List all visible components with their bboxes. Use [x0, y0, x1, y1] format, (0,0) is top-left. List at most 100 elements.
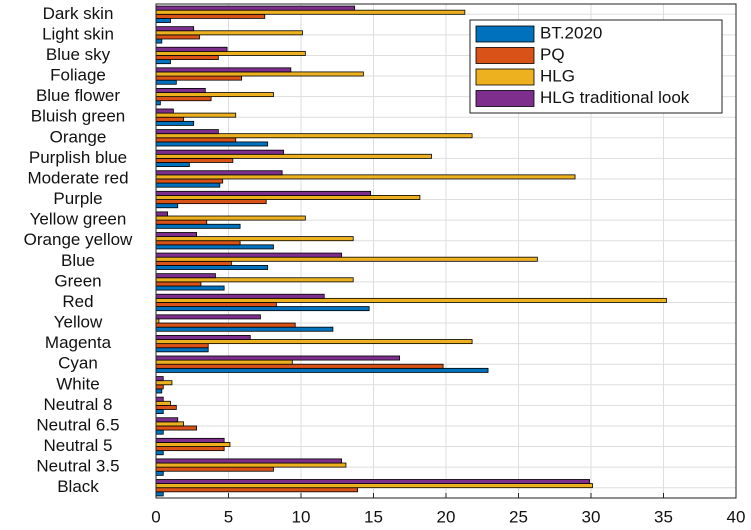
bar	[155, 112, 237, 118]
bar	[155, 326, 334, 332]
bar	[155, 46, 228, 52]
bar	[155, 157, 234, 163]
x-tick-label: 25	[509, 507, 528, 526]
bar	[155, 409, 164, 415]
y-tick-label: Moderate red	[27, 168, 128, 187]
axes-box	[155, 3, 737, 499]
bar	[155, 376, 164, 382]
bar	[155, 417, 179, 423]
bar	[155, 314, 261, 320]
y-tick-label: Green	[54, 271, 101, 290]
bar	[155, 400, 171, 406]
y-tick-label: Neutral 6.5	[36, 415, 119, 434]
bar	[155, 260, 232, 266]
bar	[155, 396, 164, 402]
bar	[155, 285, 225, 291]
bar	[155, 367, 489, 373]
bar	[155, 462, 347, 468]
bar	[155, 34, 200, 40]
bar	[155, 182, 221, 188]
bar	[155, 236, 354, 242]
bar	[155, 491, 164, 497]
bar	[155, 265, 269, 270]
y-tick-label: Orange	[50, 127, 107, 146]
y-tick-label: Red	[62, 292, 93, 311]
bar	[155, 137, 237, 143]
bar	[155, 13, 266, 19]
bar	[155, 120, 195, 126]
legend-swatch	[475, 90, 535, 107]
y-tick-label: Dark skin	[43, 4, 114, 23]
bar	[155, 170, 283, 176]
bar	[155, 487, 358, 493]
y-tick-label: Foliage	[50, 66, 106, 85]
x-tick-label: 5	[224, 507, 233, 526]
bar	[155, 195, 421, 200]
bar	[155, 215, 306, 221]
bar	[155, 55, 219, 60]
bar	[155, 26, 195, 32]
bar	[155, 178, 224, 184]
y-tick-label: Blue	[61, 251, 95, 270]
bar	[155, 380, 173, 386]
bar	[155, 129, 219, 135]
bar	[155, 190, 372, 196]
y-tick-label: Neutral 3.5	[36, 457, 119, 476]
legend-label: BT.2020	[540, 23, 602, 42]
bar	[155, 256, 538, 262]
bar	[155, 133, 473, 139]
bar	[155, 306, 370, 312]
bar	[155, 153, 432, 159]
y-tick-label: Blue flower	[36, 86, 120, 105]
bar	[155, 388, 163, 394]
bar	[155, 347, 209, 353]
x-tick-label: 10	[292, 507, 311, 526]
bar	[155, 211, 168, 217]
bar	[155, 244, 274, 250]
bar	[155, 141, 269, 147]
bar	[155, 470, 164, 476]
legend-swatch	[475, 47, 535, 64]
x-tick-label: 15	[364, 507, 383, 526]
bar	[155, 334, 251, 340]
y-tick-label: Black	[57, 477, 99, 496]
bar	[155, 50, 306, 56]
y-tick-label: Yellow	[54, 313, 103, 332]
x-tick-label: 30	[582, 507, 601, 526]
bar	[155, 302, 277, 307]
y-tick-label: White	[56, 374, 99, 393]
x-tick-label: 20	[437, 507, 456, 526]
bar	[155, 479, 590, 484]
y-tick-label: Neutral 8	[44, 395, 113, 414]
bar	[155, 483, 593, 489]
bar	[155, 297, 667, 303]
bar	[155, 322, 296, 328]
bar	[155, 199, 267, 205]
bar	[155, 79, 177, 85]
bar	[155, 71, 364, 77]
legend-label: HLG	[540, 66, 575, 85]
y-tick-label: Purplish blue	[29, 148, 127, 167]
y-tick-label: Light skin	[42, 24, 114, 43]
bar	[155, 339, 473, 345]
bar	[155, 59, 171, 65]
bar	[155, 277, 354, 283]
bar	[155, 18, 171, 23]
bar	[155, 421, 184, 427]
bar	[155, 87, 206, 93]
bar	[155, 404, 177, 410]
bar	[155, 384, 164, 390]
y-tick-label: Neutral 5	[44, 436, 113, 455]
bar	[155, 96, 212, 102]
bar	[155, 425, 197, 431]
bar	[155, 232, 197, 237]
bar	[155, 437, 225, 443]
bar	[155, 429, 164, 435]
bar	[155, 67, 292, 73]
legend-swatch	[475, 68, 535, 86]
bar	[155, 149, 284, 155]
bar	[155, 38, 163, 44]
bar	[155, 458, 343, 464]
x-tick-label: 35	[654, 507, 673, 526]
